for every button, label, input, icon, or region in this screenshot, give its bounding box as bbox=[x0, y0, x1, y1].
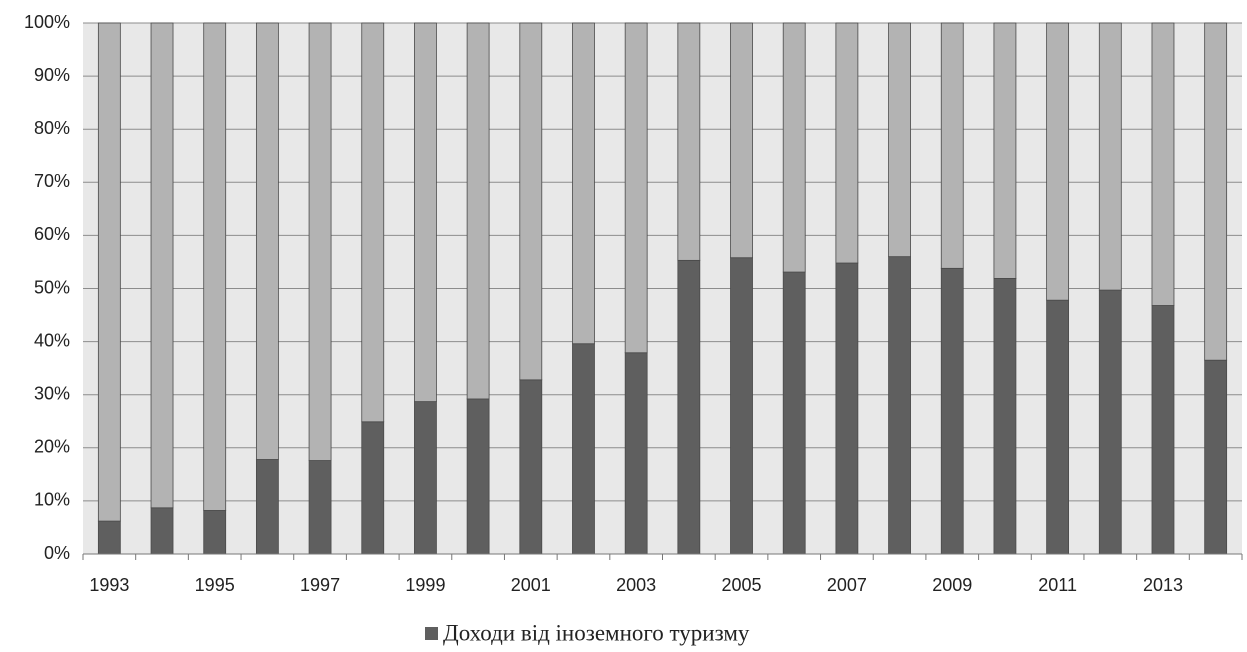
bar-segment bbox=[730, 257, 753, 555]
bar-segment bbox=[1151, 22, 1175, 306]
y-tick-label: 60% bbox=[34, 224, 70, 244]
x-tick-label: 2009 bbox=[932, 575, 972, 595]
y-tick-label: 10% bbox=[34, 490, 70, 510]
bar-segment bbox=[624, 22, 648, 354]
legend-label: Доходи від іноземного туризму bbox=[443, 620, 750, 645]
x-tick-label: 2001 bbox=[511, 575, 551, 595]
bar-segment bbox=[940, 267, 964, 555]
x-tick-label: 2013 bbox=[1143, 575, 1183, 595]
y-tick-label: 40% bbox=[34, 330, 70, 350]
y-tick-label: 0% bbox=[44, 543, 70, 563]
bar-segment bbox=[677, 22, 701, 261]
bar-segment bbox=[308, 460, 332, 555]
bar-segment bbox=[150, 507, 174, 555]
y-tick-label: 20% bbox=[34, 437, 70, 457]
bar-segment bbox=[255, 459, 279, 555]
bar-segment bbox=[203, 22, 227, 511]
bar-segment bbox=[835, 262, 859, 555]
y-tick-label: 30% bbox=[34, 383, 70, 403]
bar-segment bbox=[414, 401, 437, 555]
bar-segment bbox=[466, 22, 490, 400]
y-tick-label: 70% bbox=[34, 171, 70, 191]
bar-segment bbox=[888, 22, 911, 258]
bar-segment bbox=[1151, 305, 1175, 555]
bar-segment bbox=[888, 256, 911, 555]
bar-segment bbox=[1046, 22, 1070, 301]
bar-segment bbox=[308, 22, 332, 461]
bar-segment bbox=[1098, 289, 1122, 555]
x-tick-label: 1997 bbox=[300, 575, 340, 595]
bar-segment bbox=[993, 278, 1017, 555]
bar-segment bbox=[572, 22, 595, 345]
bar-segment bbox=[255, 22, 279, 460]
bar-segment bbox=[940, 22, 964, 269]
bar-segment bbox=[97, 22, 121, 522]
x-tick-label: 1999 bbox=[405, 575, 445, 595]
x-tick-label: 1995 bbox=[195, 575, 235, 595]
bar-segment bbox=[1204, 359, 1228, 555]
bar-segment bbox=[361, 421, 385, 555]
bar-segment bbox=[203, 510, 227, 555]
bar-segment bbox=[677, 259, 701, 555]
x-tick-label: 1993 bbox=[89, 575, 129, 595]
bar-segment bbox=[835, 22, 859, 264]
y-tick-label: 50% bbox=[34, 277, 70, 297]
y-tick-label: 80% bbox=[34, 118, 70, 138]
bar-segment bbox=[1204, 22, 1228, 361]
bar-segment bbox=[1098, 22, 1122, 291]
bar-segment bbox=[97, 520, 121, 555]
y-tick-label: 100% bbox=[24, 12, 70, 32]
bar-segment bbox=[782, 271, 806, 555]
bar-segment bbox=[361, 22, 385, 423]
x-tick-label: 2011 bbox=[1038, 575, 1077, 595]
legend-swatch bbox=[425, 627, 438, 640]
bar-segment bbox=[414, 22, 437, 403]
bar-segment bbox=[730, 22, 753, 259]
bar-segment bbox=[150, 22, 174, 509]
x-tick-label: 2005 bbox=[721, 575, 761, 595]
y-tick-label: 90% bbox=[34, 65, 70, 85]
bar-segment bbox=[624, 352, 648, 555]
bar-segment bbox=[572, 343, 595, 555]
bar-segment bbox=[519, 22, 543, 381]
bar-segment bbox=[1046, 299, 1070, 555]
bar-segment bbox=[782, 22, 806, 273]
bar-segment bbox=[519, 379, 543, 555]
bar-segment bbox=[466, 398, 490, 555]
x-tick-label: 2007 bbox=[827, 575, 867, 595]
x-tick-label: 2003 bbox=[616, 575, 656, 595]
bar-segment bbox=[993, 22, 1017, 279]
